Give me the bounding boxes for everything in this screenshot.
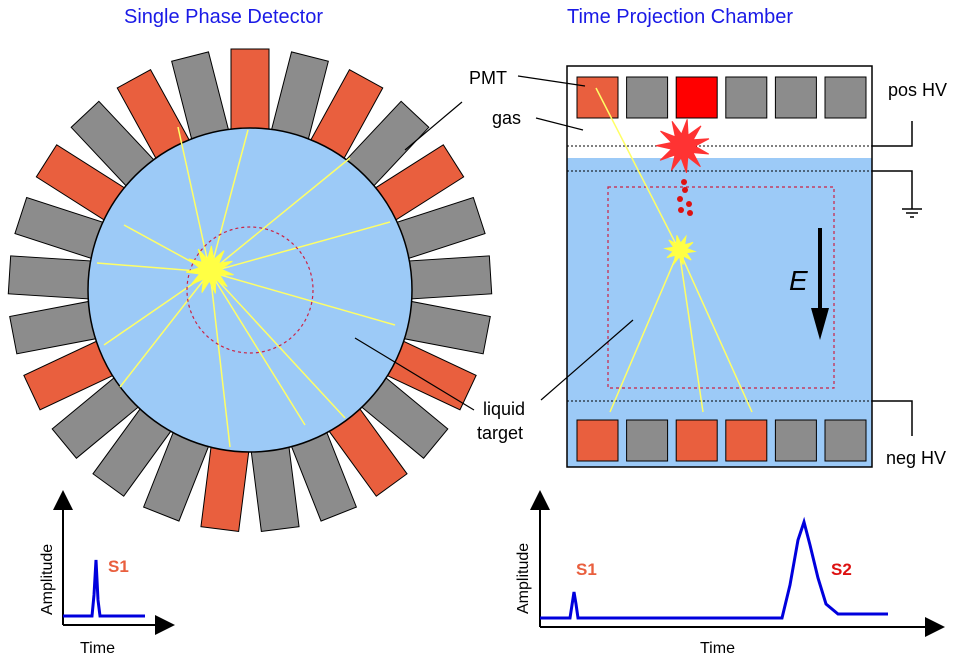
- light-ray: [209, 129, 249, 273]
- gas-leader: [535, 117, 584, 131]
- pmt-orange: [576, 76, 619, 119]
- pmt-gray: [404, 255, 493, 300]
- pmt-gray: [626, 419, 669, 462]
- liquid-label: liquid: [483, 399, 525, 419]
- tpc-scintillation-flash: [663, 234, 697, 266]
- liquid-leader-line-right: [540, 319, 634, 401]
- liquid-leader-line-left: [354, 337, 475, 411]
- tpc-vessel: [566, 65, 873, 468]
- s1-label: S1: [108, 557, 129, 576]
- pos-hv-label: pos HV: [888, 80, 947, 100]
- drifting-electrons: [677, 179, 693, 216]
- pmt-orange: [725, 419, 768, 462]
- scintillation-flash: [185, 245, 234, 294]
- left-signal-plot: S1 Amplitude Time: [39, 490, 175, 657]
- pmt-gray: [774, 419, 817, 462]
- tpc-title: Time Projection Chamber: [567, 6, 794, 28]
- x-axis-label: Time: [80, 640, 115, 657]
- light-ray: [209, 221, 391, 273]
- e-field-label: E: [789, 265, 808, 296]
- pmt-orange: [576, 419, 619, 462]
- tpc-fiducial-volume: [607, 186, 835, 389]
- single-phase-title: Single Phase Detector: [124, 6, 324, 28]
- tpc-detector: E PMT gas pos HV neg HV: [469, 65, 947, 468]
- pmt-gray: [725, 76, 768, 119]
- s1-label-right: S1: [576, 560, 597, 579]
- tpc-light-rays: [595, 87, 753, 413]
- pmt-orange: [200, 442, 250, 533]
- pmt-orange: [675, 419, 718, 462]
- pmt-gray: [250, 442, 300, 533]
- s2-label: S2: [831, 560, 852, 579]
- pmt-red: [675, 76, 718, 119]
- light-ray: [119, 271, 211, 388]
- top-pmt-array: [576, 76, 867, 119]
- e-field-arrowhead: [811, 308, 829, 340]
- pmt-orange: [230, 48, 270, 134]
- pmt-leader-line: [404, 101, 463, 151]
- light-ray: [209, 271, 396, 326]
- pmt-ring: [7, 48, 493, 533]
- pmt-gray: [626, 76, 669, 119]
- pmt-leader-right: [517, 75, 586, 87]
- hv-wiring: [872, 121, 922, 436]
- pmt-gray: [774, 76, 817, 119]
- gas-label: gas: [492, 108, 521, 128]
- pmt-gray: [7, 255, 96, 300]
- single-phase-detector: [7, 48, 493, 533]
- light-ray: [209, 271, 306, 426]
- electroluminescence-flash: [655, 119, 710, 173]
- pmt-gray: [824, 76, 867, 119]
- y-axis-label: Amplitude: [39, 544, 56, 615]
- light-ray: [209, 157, 351, 273]
- liquid-target-circle: [87, 127, 413, 453]
- s1-waveform: [63, 559, 145, 618]
- s1-s2-waveform: [540, 516, 888, 620]
- pmt-label: PMT: [469, 68, 507, 88]
- light-ray: [209, 271, 346, 419]
- light-ray: [177, 126, 211, 273]
- light-ray: [209, 271, 231, 448]
- x-axis-label-right: Time: [700, 640, 735, 657]
- fiducial-volume: [186, 226, 314, 354]
- right-signal-plot: S1 S2 Amplitude Time: [515, 490, 945, 657]
- neg-hv-label: neg HV: [886, 448, 946, 468]
- target-label: target: [477, 423, 523, 443]
- bottom-pmt-array: [576, 419, 867, 462]
- pmt-gray: [824, 419, 867, 462]
- y-axis-label-right: Amplitude: [515, 543, 532, 614]
